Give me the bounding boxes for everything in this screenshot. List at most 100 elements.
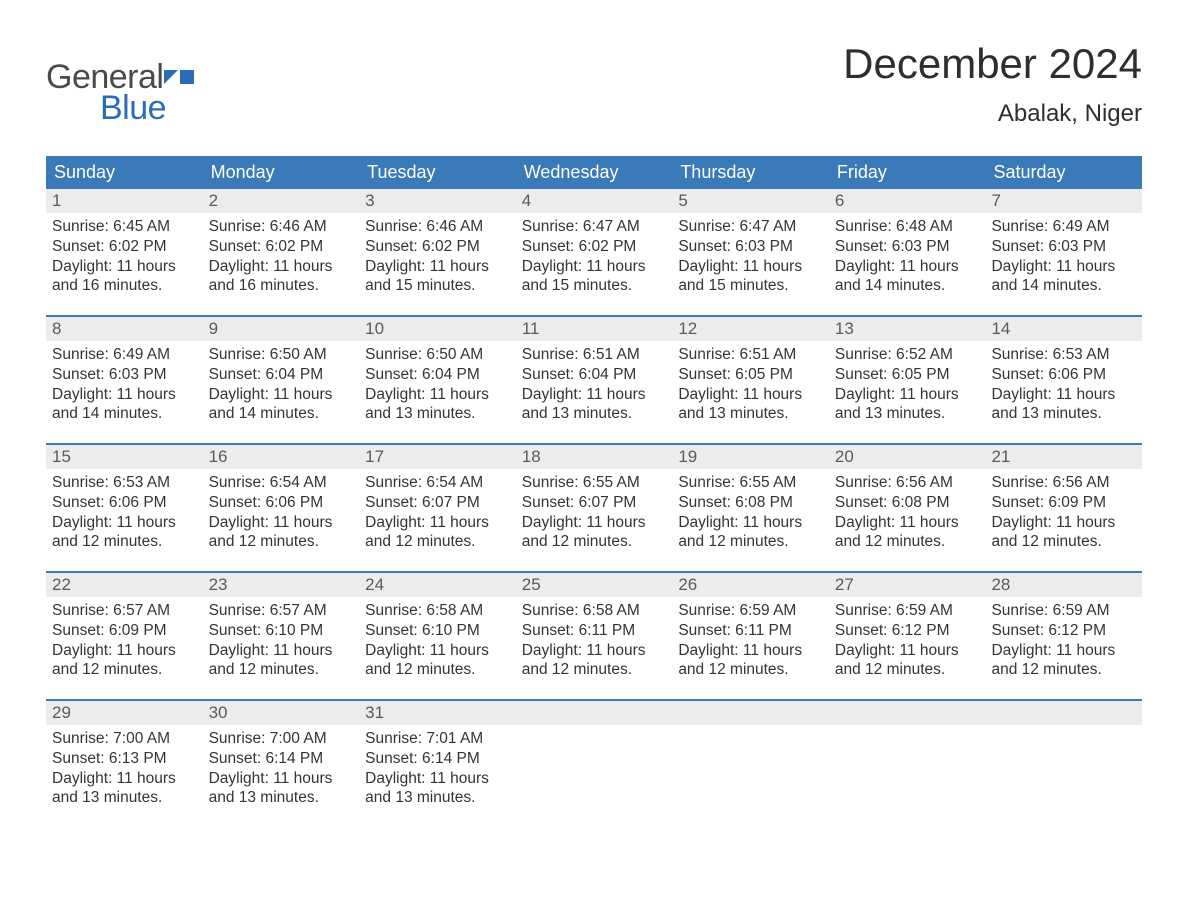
calendar-day: 22Sunrise: 6:57 AMSunset: 6:09 PMDayligh…	[46, 573, 203, 699]
day-number: 10	[359, 317, 516, 341]
daylight-text-2: and 12 minutes.	[52, 532, 197, 552]
sunset-text: Sunset: 6:07 PM	[522, 493, 667, 513]
daylight-text-2: and 14 minutes.	[209, 404, 354, 424]
daylight-text-2: and 15 minutes.	[678, 276, 823, 296]
daylight-text-1: Daylight: 11 hours	[209, 513, 354, 533]
sunset-text: Sunset: 6:03 PM	[835, 237, 980, 257]
calendar-day: 25Sunrise: 6:58 AMSunset: 6:11 PMDayligh…	[516, 573, 673, 699]
day-detail: Sunrise: 6:49 AMSunset: 6:03 PMDaylight:…	[46, 341, 203, 424]
sunrise-text: Sunrise: 6:55 AM	[522, 473, 667, 493]
daylight-text-2: and 12 minutes.	[522, 660, 667, 680]
sunrise-text: Sunrise: 6:49 AM	[52, 345, 197, 365]
daylight-text-1: Daylight: 11 hours	[678, 641, 823, 661]
daylight-text-1: Daylight: 11 hours	[52, 641, 197, 661]
day-number: 22	[46, 573, 203, 597]
sunrise-text: Sunrise: 7:00 AM	[52, 729, 197, 749]
daylight-text-1: Daylight: 11 hours	[991, 641, 1136, 661]
sunset-text: Sunset: 6:04 PM	[522, 365, 667, 385]
sunset-text: Sunset: 6:05 PM	[835, 365, 980, 385]
daylight-text-2: and 12 minutes.	[678, 660, 823, 680]
title-block: December 2024 Abalak, Niger	[843, 40, 1142, 128]
day-number: 12	[672, 317, 829, 341]
day-detail: Sunrise: 6:51 AMSunset: 6:05 PMDaylight:…	[672, 341, 829, 424]
day-number: 24	[359, 573, 516, 597]
sunset-text: Sunset: 6:10 PM	[365, 621, 510, 641]
daylight-text-2: and 12 minutes.	[209, 660, 354, 680]
day-number: 23	[203, 573, 360, 597]
calendar-day: 24Sunrise: 6:58 AMSunset: 6:10 PMDayligh…	[359, 573, 516, 699]
day-number: 26	[672, 573, 829, 597]
day-detail: Sunrise: 6:49 AMSunset: 6:03 PMDaylight:…	[985, 213, 1142, 296]
daylight-text-1: Daylight: 11 hours	[522, 257, 667, 277]
logo: General Blue	[46, 40, 194, 128]
sunrise-text: Sunrise: 6:55 AM	[678, 473, 823, 493]
daylight-text-1: Daylight: 11 hours	[991, 513, 1136, 533]
sunrise-text: Sunrise: 6:45 AM	[52, 217, 197, 237]
day-number	[672, 701, 829, 725]
sunrise-text: Sunrise: 6:51 AM	[678, 345, 823, 365]
calendar-day	[672, 701, 829, 827]
calendar-day	[516, 701, 673, 827]
day-number: 31	[359, 701, 516, 725]
calendar-day: 6Sunrise: 6:48 AMSunset: 6:03 PMDaylight…	[829, 189, 986, 315]
sunset-text: Sunset: 6:04 PM	[365, 365, 510, 385]
day-detail: Sunrise: 6:50 AMSunset: 6:04 PMDaylight:…	[359, 341, 516, 424]
daylight-text-1: Daylight: 11 hours	[522, 641, 667, 661]
calendar-week: 15Sunrise: 6:53 AMSunset: 6:06 PMDayligh…	[46, 443, 1142, 571]
daylight-text-2: and 12 minutes.	[52, 660, 197, 680]
daylight-text-2: and 13 minutes.	[522, 404, 667, 424]
calendar-day: 13Sunrise: 6:52 AMSunset: 6:05 PMDayligh…	[829, 317, 986, 443]
daylight-text-2: and 15 minutes.	[522, 276, 667, 296]
day-number: 3	[359, 189, 516, 213]
daylight-text-2: and 12 minutes.	[835, 660, 980, 680]
calendar-day: 4Sunrise: 6:47 AMSunset: 6:02 PMDaylight…	[516, 189, 673, 315]
sunset-text: Sunset: 6:12 PM	[991, 621, 1136, 641]
sunset-text: Sunset: 6:13 PM	[52, 749, 197, 769]
day-detail: Sunrise: 6:57 AMSunset: 6:09 PMDaylight:…	[46, 597, 203, 680]
day-detail: Sunrise: 6:55 AMSunset: 6:08 PMDaylight:…	[672, 469, 829, 552]
calendar-day: 19Sunrise: 6:55 AMSunset: 6:08 PMDayligh…	[672, 445, 829, 571]
day-number: 28	[985, 573, 1142, 597]
calendar-day: 31Sunrise: 7:01 AMSunset: 6:14 PMDayligh…	[359, 701, 516, 827]
day-detail: Sunrise: 7:00 AMSunset: 6:13 PMDaylight:…	[46, 725, 203, 808]
sunset-text: Sunset: 6:03 PM	[52, 365, 197, 385]
daylight-text-1: Daylight: 11 hours	[522, 513, 667, 533]
sunset-text: Sunset: 6:07 PM	[365, 493, 510, 513]
calendar-day: 29Sunrise: 7:00 AMSunset: 6:13 PMDayligh…	[46, 701, 203, 827]
day-number: 13	[829, 317, 986, 341]
daylight-text-1: Daylight: 11 hours	[365, 385, 510, 405]
day-detail: Sunrise: 6:52 AMSunset: 6:05 PMDaylight:…	[829, 341, 986, 424]
sunset-text: Sunset: 6:02 PM	[365, 237, 510, 257]
day-detail: Sunrise: 6:45 AMSunset: 6:02 PMDaylight:…	[46, 213, 203, 296]
sunset-text: Sunset: 6:08 PM	[678, 493, 823, 513]
sunrise-text: Sunrise: 6:51 AM	[522, 345, 667, 365]
day-detail: Sunrise: 6:53 AMSunset: 6:06 PMDaylight:…	[46, 469, 203, 552]
daylight-text-1: Daylight: 11 hours	[991, 257, 1136, 277]
sunset-text: Sunset: 6:06 PM	[991, 365, 1136, 385]
sunset-text: Sunset: 6:06 PM	[52, 493, 197, 513]
day-detail: Sunrise: 6:56 AMSunset: 6:09 PMDaylight:…	[985, 469, 1142, 552]
weekday-header: Wednesday	[516, 156, 673, 189]
weekday-header: Friday	[829, 156, 986, 189]
day-number: 2	[203, 189, 360, 213]
day-detail: Sunrise: 6:57 AMSunset: 6:10 PMDaylight:…	[203, 597, 360, 680]
daylight-text-2: and 13 minutes.	[52, 788, 197, 808]
day-number: 29	[46, 701, 203, 725]
day-detail: Sunrise: 6:46 AMSunset: 6:02 PMDaylight:…	[203, 213, 360, 296]
calendar-day	[829, 701, 986, 827]
calendar-day: 17Sunrise: 6:54 AMSunset: 6:07 PMDayligh…	[359, 445, 516, 571]
weekday-header-row: SundayMondayTuesdayWednesdayThursdayFrid…	[46, 156, 1142, 189]
calendar-day	[985, 701, 1142, 827]
weekday-header: Tuesday	[359, 156, 516, 189]
sunrise-text: Sunrise: 6:53 AM	[52, 473, 197, 493]
sunrise-text: Sunrise: 6:47 AM	[678, 217, 823, 237]
daylight-text-1: Daylight: 11 hours	[522, 385, 667, 405]
daylight-text-1: Daylight: 11 hours	[365, 257, 510, 277]
sunrise-text: Sunrise: 6:59 AM	[991, 601, 1136, 621]
daylight-text-1: Daylight: 11 hours	[835, 385, 980, 405]
day-number	[829, 701, 986, 725]
calendar-day: 12Sunrise: 6:51 AMSunset: 6:05 PMDayligh…	[672, 317, 829, 443]
sunset-text: Sunset: 6:02 PM	[52, 237, 197, 257]
day-detail: Sunrise: 6:55 AMSunset: 6:07 PMDaylight:…	[516, 469, 673, 552]
sunrise-text: Sunrise: 6:46 AM	[365, 217, 510, 237]
